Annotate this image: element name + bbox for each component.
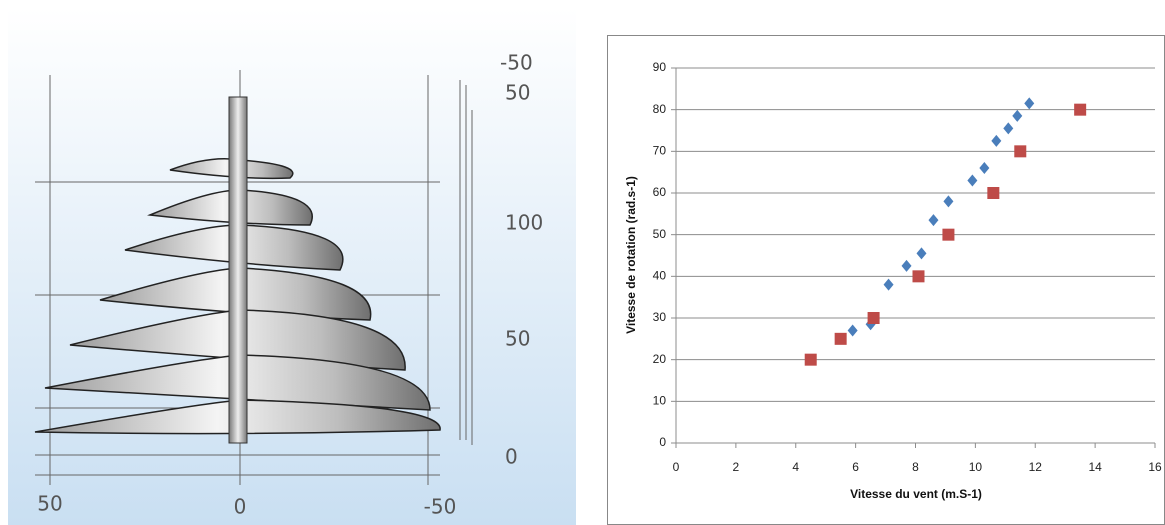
- shaft: [229, 97, 247, 443]
- render-tick-label: 50: [505, 327, 530, 351]
- render-panel: -50 50 100 50 0 50 0 -50: [8, 8, 576, 525]
- point: [912, 270, 924, 282]
- x-tick-label: 6: [852, 460, 859, 474]
- x-tick-label: 10: [969, 460, 983, 474]
- point: [835, 333, 847, 345]
- render-tick-label: 100: [505, 211, 543, 235]
- x-tick-label: 8: [912, 460, 919, 474]
- render-tick-label: -50: [500, 51, 533, 75]
- y-tick-label: 40: [653, 269, 667, 283]
- point: [987, 187, 999, 199]
- y-tick-label: 80: [653, 102, 667, 116]
- y-tick-label: 10: [653, 394, 667, 408]
- render-tick-label: 0: [234, 495, 247, 519]
- scatter-chart: Vitesse du vent (m.S-1) Vitesse de rotat…: [608, 36, 1165, 525]
- x-tick-label: 12: [1029, 460, 1043, 474]
- y-tick-label: 0: [659, 435, 666, 449]
- x-tick-label: 16: [1148, 460, 1162, 474]
- y-axis-label: Vitesse de rotation (rad.s-1): [624, 176, 638, 334]
- x-tick-label: 14: [1088, 460, 1102, 474]
- point: [805, 354, 817, 366]
- point: [1014, 145, 1026, 157]
- render-tick-label: 50: [37, 492, 62, 516]
- y-tick-label: 60: [653, 185, 667, 199]
- point: [868, 312, 880, 324]
- point: [942, 229, 954, 241]
- x-tick-label: 2: [733, 460, 740, 474]
- y-tick-label: 90: [653, 60, 667, 74]
- y-tick-label: 50: [653, 227, 667, 241]
- figure: -50 50 100 50 0 50 0 -50 Vitesse du vent…: [0, 0, 1165, 525]
- y-tick-label: 30: [653, 310, 667, 324]
- render-tick-label: 50: [505, 81, 530, 105]
- render-tick-label: -50: [424, 495, 457, 519]
- y-tick-label: 20: [653, 352, 667, 366]
- render-tick-label: 0: [505, 445, 518, 469]
- x-axis-label: Vitesse du vent (m.S-1): [850, 487, 982, 501]
- point: [1074, 104, 1086, 116]
- x-tick-label: 0: [673, 460, 680, 474]
- x-tick-label: 4: [792, 460, 799, 474]
- page: {"render": {"tick_labels": ["-50", "50",…: [0, 0, 1165, 525]
- y-tick-label: 70: [653, 144, 667, 158]
